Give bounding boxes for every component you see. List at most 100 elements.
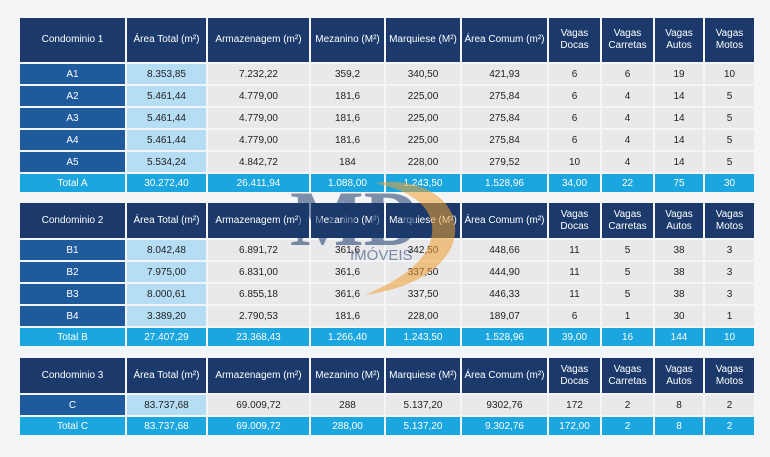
total-cell: 75: [655, 174, 703, 192]
total-cell: 2: [705, 417, 754, 435]
cell: 4.779,00: [208, 108, 309, 128]
cell: 5.461,44: [127, 108, 206, 128]
cell: 337,50: [386, 262, 460, 282]
cell: 11: [549, 284, 600, 304]
cell: 361,6: [311, 262, 384, 282]
cell: 5.534,24: [127, 152, 206, 172]
cell: 8.353,85: [127, 64, 206, 84]
total-cell: 5.137,20: [386, 417, 460, 435]
cell: 288: [311, 395, 384, 415]
total-cell: 1.088,00: [311, 174, 384, 192]
cell: 225,00: [386, 130, 460, 150]
header-cell: Área Comum (m²): [462, 358, 547, 393]
header-cell: Vagas Autos: [655, 203, 703, 238]
cell: 5.461,44: [127, 130, 206, 150]
cell: 184: [311, 152, 384, 172]
header-cell: Vagas Autos: [655, 18, 703, 62]
cell: 69.009,72: [208, 395, 309, 415]
total-cell: 69.009,72: [208, 417, 309, 435]
cell: 38: [655, 262, 703, 282]
table-condominio-1: Condominio 1 Área Total (m²) Armazenagem…: [18, 16, 756, 194]
header-cell: Área Comum (m²): [462, 18, 547, 62]
total-cell: 34,00: [549, 174, 600, 192]
cell: 361,6: [311, 284, 384, 304]
cell: 4: [602, 152, 653, 172]
cell: 9302,76: [462, 395, 547, 415]
total-cell: 23.368,43: [208, 328, 309, 346]
cell: 6: [602, 64, 653, 84]
total-cell: 1.266,40: [311, 328, 384, 346]
table-row: C 83.737,68 69.009,72 288 5.137,20 9302,…: [20, 395, 754, 415]
cell: 38: [655, 240, 703, 260]
header-cell: Mezanino (M²): [311, 203, 384, 238]
cell: 1: [602, 306, 653, 326]
total-cell: 1.528,96: [462, 328, 547, 346]
table-row: B4 3.389,20 2.790,53 181,6 228,00 189,07…: [20, 306, 754, 326]
cell: 279,52: [462, 152, 547, 172]
cell: 5: [705, 152, 754, 172]
cell: 83.737,68: [127, 395, 206, 415]
header-cell: Marquiese (M²): [386, 18, 460, 62]
cell: 11: [549, 240, 600, 260]
cell: 361,6: [311, 240, 384, 260]
header-cell: Área Total (m²): [127, 203, 206, 238]
header-cell: Área Total (m²): [127, 18, 206, 62]
cell: 4: [602, 86, 653, 106]
cell: 6.891,72: [208, 240, 309, 260]
cell: 446,33: [462, 284, 547, 304]
cell: 340,50: [386, 64, 460, 84]
table-row: B3 8.000,61 6.855,18 361,6 337,50 446,33…: [20, 284, 754, 304]
total-cell: 144: [655, 328, 703, 346]
header-cell: Mezanino (M²): [311, 18, 384, 62]
header-cell: Vagas Carretas: [602, 358, 653, 393]
total-cell: 39,00: [549, 328, 600, 346]
cell: 6: [549, 64, 600, 84]
header-cell: Marquiese (M²): [386, 203, 460, 238]
total-cell: 1.243,50: [386, 174, 460, 192]
unit-name: B1: [20, 240, 125, 260]
header-cell: Vagas Docas: [549, 358, 600, 393]
cell: 19: [655, 64, 703, 84]
cell: 5: [705, 86, 754, 106]
total-cell: 16: [602, 328, 653, 346]
cell: 5.461,44: [127, 86, 206, 106]
total-cell: 288,00: [311, 417, 384, 435]
total-row: Total B 27.407,29 23.368,43 1.266,40 1.2…: [20, 328, 754, 346]
cell: 10: [705, 64, 754, 84]
total-cell: 2: [602, 417, 653, 435]
header-cell: Condominio 1: [20, 18, 125, 62]
cell: 2: [705, 395, 754, 415]
cell: 5: [602, 240, 653, 260]
cell: 7.232,22: [208, 64, 309, 84]
cell: 1: [705, 306, 754, 326]
cell: 3: [705, 262, 754, 282]
header-cell: Vagas Docas: [549, 203, 600, 238]
cell: 275,84: [462, 86, 547, 106]
cell: 275,84: [462, 130, 547, 150]
header-cell: Armazenagem (m²): [208, 358, 309, 393]
header-cell: Armazenagem (m²): [208, 203, 309, 238]
unit-name: B4: [20, 306, 125, 326]
table-row: A4 5.461,44 4.779,00 181,6 225,00 275,84…: [20, 130, 754, 150]
cell: 4.779,00: [208, 86, 309, 106]
cell: 5: [602, 262, 653, 282]
table-row: A5 5.534,24 4.842,72 184 228,00 279,52 1…: [20, 152, 754, 172]
cell: 225,00: [386, 108, 460, 128]
cell: 6.831,00: [208, 262, 309, 282]
table-row: A3 5.461,44 4.779,00 181,6 225,00 275,84…: [20, 108, 754, 128]
total-cell: 8: [655, 417, 703, 435]
cell: 6: [549, 86, 600, 106]
cell: 8: [655, 395, 703, 415]
table-row: B2 7.975,00 6.831,00 361,6 337,50 444,90…: [20, 262, 754, 282]
total-cell: 1.528,96: [462, 174, 547, 192]
cell: 5.137,20: [386, 395, 460, 415]
header-cell: Vagas Docas: [549, 18, 600, 62]
table-row: B1 8.042,48 6.891,72 361,6 342,50 448,66…: [20, 240, 754, 260]
total-row: Total C 83.737,68 69.009,72 288,00 5.137…: [20, 417, 754, 435]
cell: 8.000,61: [127, 284, 206, 304]
header-cell: Vagas Motos: [705, 358, 754, 393]
cell: 444,90: [462, 262, 547, 282]
cell: 189,07: [462, 306, 547, 326]
cell: 14: [655, 86, 703, 106]
header-cell: Mezanino (M²): [311, 358, 384, 393]
